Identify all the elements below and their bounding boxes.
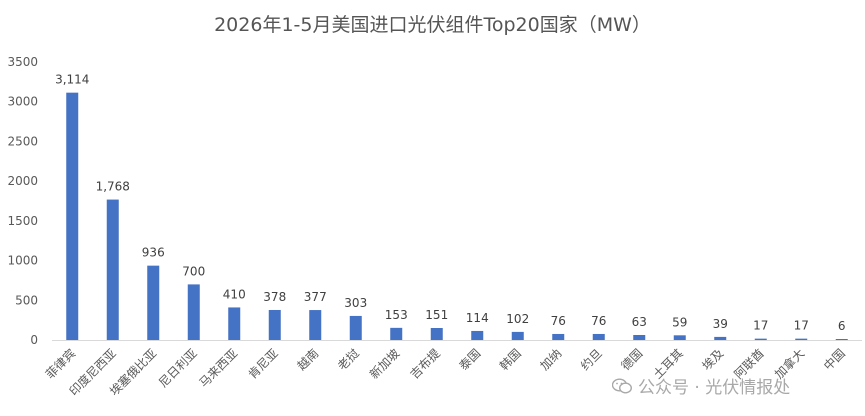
watermark-text: 公众号 · 光伏情报处 — [638, 378, 791, 398]
data-label: 6 — [838, 319, 846, 333]
data-label: 153 — [385, 308, 408, 322]
x-tick-label: 德国 — [618, 346, 646, 374]
y-tick-label: 0 — [30, 333, 38, 347]
watermark: 公众号 · 光伏情报处 — [612, 373, 790, 398]
bar — [471, 330, 484, 340]
x-tick-label: 老挝 — [335, 346, 362, 373]
x-tick-label: 韩国 — [496, 346, 524, 374]
data-label: 76 — [591, 314, 606, 328]
bar — [147, 265, 160, 340]
bar — [714, 336, 727, 340]
data-label: 17 — [794, 319, 809, 333]
chart-title: 2026年1-5月美国进口光伏组件Top20国家（MW） — [214, 14, 651, 36]
x-tick-label: 泰国 — [456, 346, 483, 373]
x-tick-label: 中国 — [820, 346, 848, 374]
x-tick-label: 尼日利亚 — [156, 346, 200, 390]
bar — [673, 335, 686, 340]
bar — [66, 92, 79, 341]
bar — [795, 338, 808, 340]
bar — [430, 328, 443, 340]
bar — [754, 338, 767, 340]
data-label: 102 — [506, 312, 529, 326]
data-label: 114 — [466, 311, 489, 325]
bars — [66, 92, 848, 341]
x-tick-label: 加纳 — [537, 346, 564, 373]
bar — [835, 339, 848, 340]
x-tick-label: 约旦 — [577, 346, 605, 374]
x-tick-label: 肯尼亚 — [246, 346, 281, 381]
data-label: 76 — [551, 314, 566, 328]
x-tick-label: 马来西亚 — [197, 346, 241, 390]
y-tick-label: 1500 — [7, 214, 38, 228]
y-tick-label: 1000 — [7, 254, 38, 268]
bar — [187, 284, 200, 340]
bar — [228, 307, 241, 340]
bar — [633, 334, 646, 340]
bar — [511, 331, 524, 340]
x-tick-label: 吉布提 — [407, 346, 443, 382]
bar — [106, 199, 119, 340]
data-label: 936 — [142, 246, 165, 260]
data-labels: 3,114 1,768 936 700 410 378 377 303 153 151 114 102… — [55, 73, 846, 333]
data-label: 1,768 — [96, 180, 130, 194]
data-label: 700 — [182, 264, 205, 278]
bar — [349, 315, 362, 340]
y-tick-label: 3000 — [7, 95, 38, 109]
y-tick-label: 500 — [15, 293, 38, 307]
x-tick-label: 埃及 — [699, 346, 726, 373]
bar — [268, 309, 281, 340]
x-tick-label: 菲律宾 — [42, 346, 78, 382]
bar — [592, 333, 605, 340]
data-label: 3,114 — [55, 73, 89, 87]
data-label: 39 — [713, 317, 728, 331]
y-axis-ticks: 0 500 1000 1500 2000 2500 3000 3500 — [7, 55, 38, 347]
data-label: 17 — [753, 319, 768, 333]
y-tick-label: 2500 — [7, 134, 38, 148]
data-label: 378 — [263, 290, 286, 304]
bar — [309, 310, 322, 340]
y-tick-label: 2000 — [7, 174, 38, 188]
y-tick-label: 3500 — [7, 55, 38, 69]
data-label: 410 — [223, 287, 246, 301]
bar — [390, 327, 403, 340]
x-tick-label: 新加坡 — [366, 346, 402, 382]
data-label: 63 — [632, 315, 647, 329]
data-label: 303 — [344, 296, 367, 310]
x-tick-label: 越南 — [294, 346, 322, 374]
wechat-icon — [612, 378, 632, 393]
data-label: 151 — [425, 308, 448, 322]
data-label: 377 — [304, 290, 327, 304]
data-label: 59 — [672, 315, 687, 329]
bar — [552, 333, 565, 340]
